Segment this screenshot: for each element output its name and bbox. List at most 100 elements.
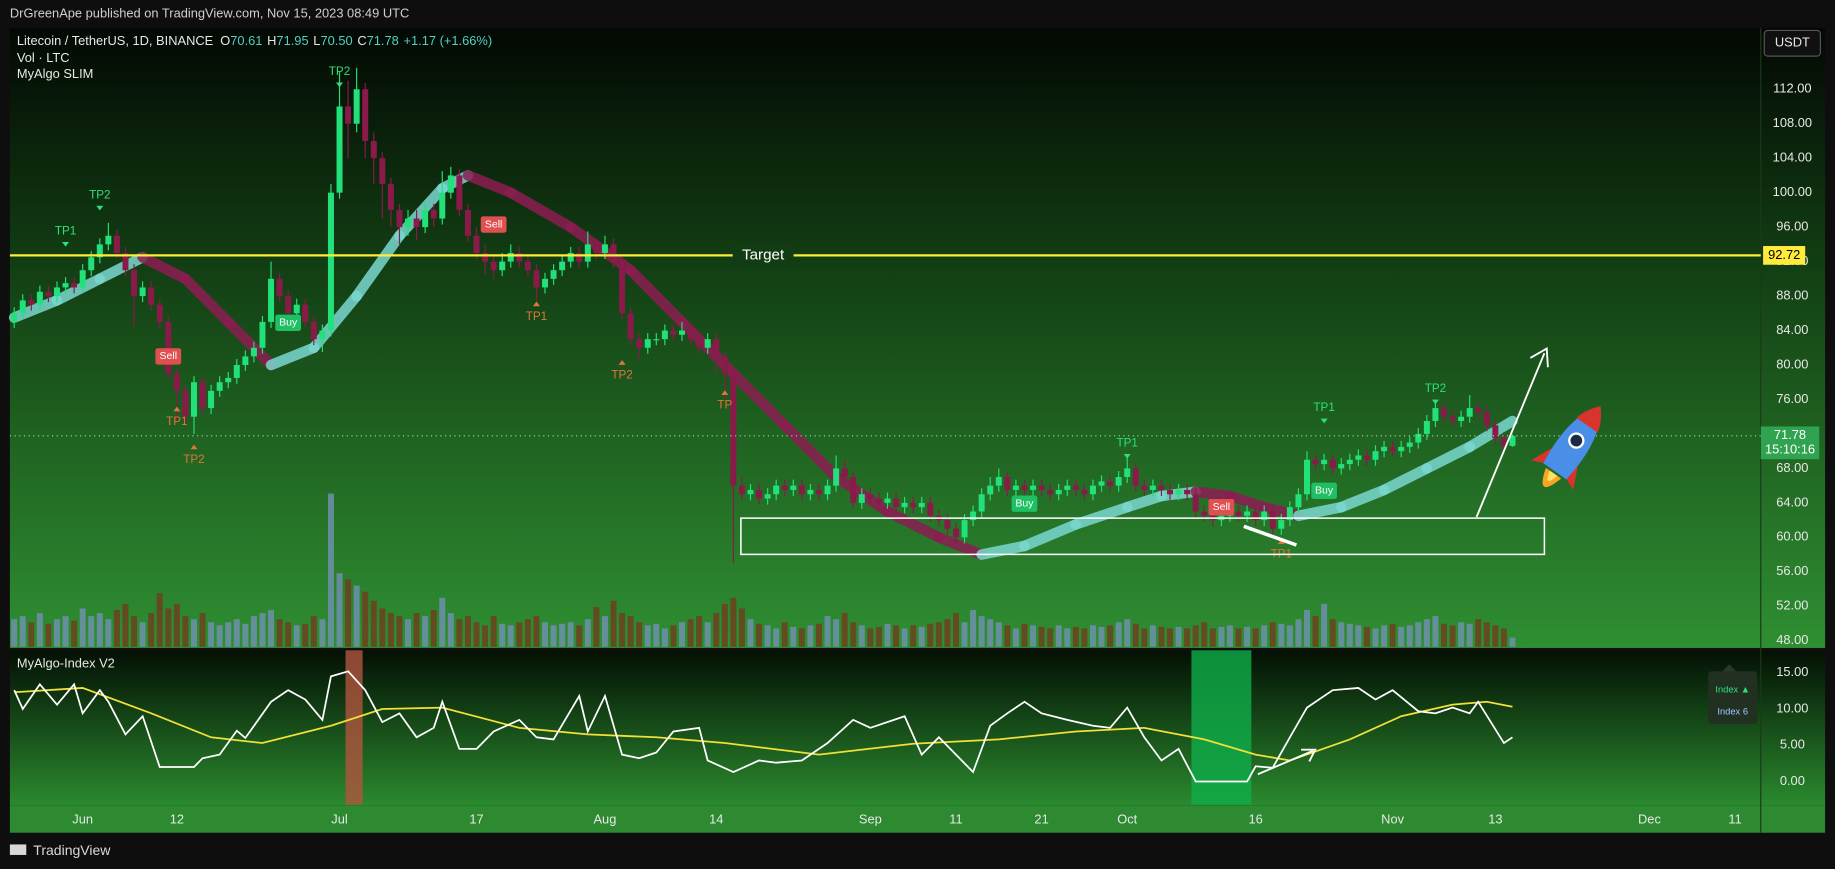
tp-marker: [190, 444, 198, 450]
candle-body: [576, 252, 583, 262]
volume-bar: [790, 626, 797, 647]
x-tick-label: Oct: [1117, 811, 1137, 826]
ribbon-segment: [1019, 519, 1082, 552]
candle-body: [1149, 485, 1156, 490]
candle-body: [216, 382, 223, 391]
candle-body: [71, 283, 78, 288]
rocket-flame-core: [1547, 470, 1558, 482]
countdown-label: 15:10:16: [1765, 441, 1815, 456]
badge-pointer: [1722, 664, 1737, 672]
ohlc-key: L: [313, 33, 320, 48]
volume-bar: [1338, 622, 1345, 647]
volume-bar: [1389, 623, 1396, 647]
ribbon-segment: [882, 506, 945, 543]
volume-bar: [944, 619, 951, 647]
signal-label: [275, 314, 302, 331]
y-tick-label: 68.00: [1776, 460, 1808, 475]
candle-body: [910, 502, 917, 508]
candle-body: [131, 270, 138, 297]
volume-bar: [1149, 625, 1156, 647]
ohlc-key: O: [220, 33, 230, 48]
ohlc-value: 71.95: [276, 33, 308, 48]
currency-button[interactable]: [1763, 29, 1822, 57]
volume-bar: [721, 603, 728, 647]
candle-body: [738, 485, 745, 495]
y-tick-label: 64.00: [1776, 494, 1808, 509]
volume-bar: [1500, 628, 1507, 647]
currency-label: USDT: [1775, 35, 1810, 50]
signal-label: [1311, 482, 1337, 499]
volume-bar: [1184, 628, 1191, 647]
ribbon-segment: [505, 187, 576, 233]
candle-body: [1184, 489, 1191, 495]
candle-body: [1406, 442, 1413, 447]
footer-brand: TradingView: [33, 842, 111, 858]
volume-bar: [96, 613, 103, 647]
tp-marker: [1320, 418, 1328, 424]
volume-bar: [1030, 625, 1037, 647]
tp-text: TP2: [89, 188, 110, 201]
candle-body: [302, 304, 309, 322]
candle-body: [1286, 507, 1293, 521]
volume-bar: [71, 620, 78, 647]
ohlc-key: C: [357, 33, 366, 48]
candle-body: [199, 382, 206, 409]
candle-body: [379, 158, 386, 185]
candle-body: [190, 382, 197, 417]
volume-bar: [935, 622, 942, 647]
volume-bar: [233, 619, 240, 647]
volume-bar: [208, 622, 215, 647]
y-tick-label: 48.00: [1776, 632, 1808, 647]
volume-bar: [824, 616, 831, 647]
volume-bar: [987, 619, 994, 647]
volume-bar: [362, 591, 369, 647]
candle-body: [833, 468, 840, 486]
x-tick-label: 16: [1248, 811, 1262, 826]
volume-bar: [884, 623, 891, 647]
candle-body: [405, 218, 412, 228]
volume-bar: [841, 613, 848, 647]
ribbon-segment: [308, 290, 362, 354]
last-price-label: 71.78: [1774, 427, 1806, 442]
volume-bar: [225, 622, 232, 647]
volume-bar: [319, 619, 326, 647]
volume-bar: [773, 628, 780, 647]
volume-bar: [867, 628, 874, 647]
ohlc-value: 70.61: [230, 33, 262, 48]
ribbon-segment: [728, 368, 790, 431]
candle-body: [619, 261, 626, 314]
candle-body: [1115, 477, 1122, 486]
candle-body: [1304, 459, 1310, 495]
candle-body: [1466, 408, 1473, 417]
candle-body: [1509, 435, 1516, 446]
candle-body: [507, 252, 514, 262]
index-tick-label: 15.00: [1776, 664, 1808, 679]
candle-body: [730, 373, 737, 486]
candle-body: [567, 252, 574, 262]
candle-body: [1449, 416, 1456, 422]
badge-box[interactable]: [1708, 671, 1758, 724]
volume-bar: [559, 623, 566, 647]
volume-bar: [216, 625, 223, 647]
candle-body: [764, 494, 771, 499]
volume-bar: [1440, 623, 1447, 647]
x-tick-label: 11: [949, 811, 962, 826]
volume-bar: [62, 616, 69, 647]
volume-bar: [456, 619, 463, 647]
volume-bar: [610, 600, 617, 647]
volume-bar: [636, 622, 643, 647]
volume-bar: [165, 608, 172, 647]
x-tick-label: Jul: [331, 811, 347, 826]
ribbon-segment: [394, 183, 448, 242]
volume-bar: [687, 619, 694, 647]
volume-bar: [901, 628, 908, 647]
volume-bar: [798, 628, 805, 647]
time-axis: [9, 805, 1826, 833]
y-tick-label: 104.00: [1773, 150, 1812, 165]
tp-marker: [1277, 539, 1285, 545]
ohlc-value: 70.50: [320, 33, 352, 48]
volume-bar: [927, 623, 934, 647]
tp-marker: [532, 301, 540, 307]
candle-body: [644, 339, 651, 348]
x-tick-label: Sep: [859, 811, 882, 826]
